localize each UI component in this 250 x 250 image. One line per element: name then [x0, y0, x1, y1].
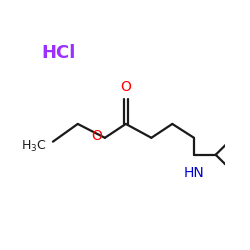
Text: O: O: [120, 80, 131, 94]
Text: O: O: [92, 129, 102, 143]
Text: H$_3$C: H$_3$C: [21, 139, 47, 154]
Text: HCl: HCl: [41, 44, 76, 62]
Text: HN: HN: [184, 166, 204, 179]
